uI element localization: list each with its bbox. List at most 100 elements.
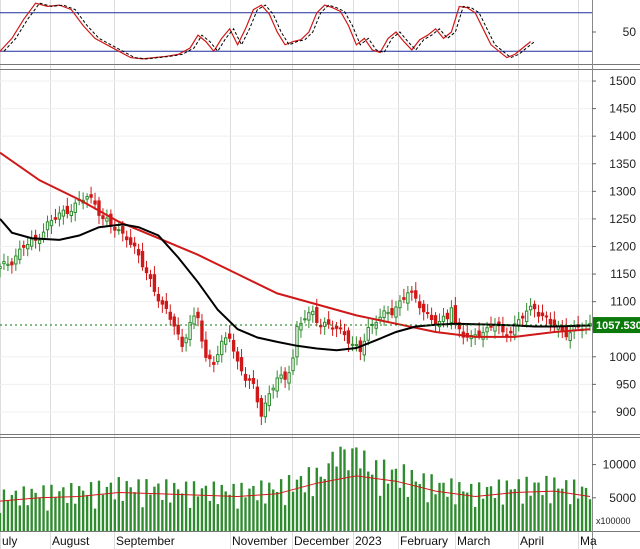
month-label: 2023 <box>355 534 382 548</box>
candle-body <box>398 300 402 309</box>
volume-bar <box>561 488 564 531</box>
candle-body <box>97 200 101 216</box>
volume-bar <box>588 499 592 531</box>
candle-body <box>6 263 10 266</box>
candle-body <box>485 327 489 333</box>
volume-bar <box>54 497 57 531</box>
volume-bar <box>541 495 544 531</box>
volume-bar <box>157 483 160 531</box>
candle-body <box>26 244 30 250</box>
volume-bar <box>244 497 247 531</box>
volume-bar <box>279 479 283 531</box>
volume-bar <box>58 491 61 531</box>
volume-bar <box>398 487 402 531</box>
volume-bar <box>66 502 69 531</box>
volume-bar <box>38 497 41 531</box>
candle-body <box>2 261 6 265</box>
candle-body <box>188 322 192 341</box>
price-tick-label: 1400 <box>609 129 636 143</box>
candle-body <box>449 307 454 324</box>
volume-bar <box>371 474 374 531</box>
candle-body <box>275 377 279 392</box>
volume-bar <box>85 495 89 531</box>
volume-bar <box>458 482 461 531</box>
volume-bar <box>299 476 303 531</box>
volume-bar <box>331 451 334 531</box>
volume-panel <box>0 446 592 531</box>
volume-bar <box>141 507 144 531</box>
price-tick-label: 1150 <box>610 267 636 281</box>
volume-bar <box>97 480 101 531</box>
volume-bar <box>42 485 45 531</box>
candle-body <box>259 398 264 417</box>
candle-body <box>235 351 240 362</box>
candle-body <box>536 311 541 317</box>
candle-body <box>227 333 232 339</box>
volume-bar <box>188 507 192 531</box>
volume-bar <box>113 499 117 531</box>
price-tick-label: 1300 <box>609 184 636 198</box>
volume-bar <box>339 446 342 531</box>
candle-body <box>524 310 529 323</box>
candle-body <box>342 331 347 336</box>
candle-body <box>326 319 331 325</box>
volume-bar <box>149 494 152 531</box>
candle-body <box>532 303 537 310</box>
volume-bar <box>89 482 93 531</box>
volume-ma-line <box>0 475 591 502</box>
candle-body <box>425 312 430 315</box>
candle-body <box>303 318 307 321</box>
candle-body <box>414 290 418 299</box>
candle-body <box>410 290 414 293</box>
volume-bar <box>248 488 251 531</box>
volume-bar <box>121 500 124 531</box>
volume-bar <box>422 473 425 531</box>
volume-bar <box>165 479 168 531</box>
candle-body <box>362 340 366 356</box>
volume-bar <box>477 482 481 531</box>
volume-bar <box>327 463 330 531</box>
volume-bar <box>525 476 528 531</box>
candle-body <box>505 334 509 337</box>
volume-bar <box>145 479 148 531</box>
volume-bar <box>74 503 77 531</box>
price-tick-label: 1100 <box>610 295 636 309</box>
volume-bar <box>169 502 172 531</box>
candle-body <box>196 311 200 319</box>
volume-bar <box>295 479 299 531</box>
volume-bar <box>109 482 113 531</box>
volume-bar <box>517 479 520 531</box>
volume-bar <box>196 496 200 531</box>
candle-body <box>128 237 133 245</box>
volume-bar <box>434 494 437 531</box>
volume-bar <box>264 503 267 531</box>
candle-body <box>481 331 485 340</box>
volume-bar <box>184 481 188 531</box>
price-tick-label: 1250 <box>609 212 636 226</box>
month-label: August <box>52 534 90 548</box>
candle-body <box>501 324 505 333</box>
candle-body <box>176 324 180 335</box>
volume-bar <box>283 505 287 531</box>
volume-bar <box>545 475 548 531</box>
candle-body <box>354 344 359 347</box>
volume-bar <box>78 486 81 531</box>
candle-body <box>192 315 196 325</box>
volume-bar <box>454 504 457 531</box>
volume-bar <box>125 481 128 531</box>
volume-bar <box>489 486 493 531</box>
volume-bar <box>513 489 516 531</box>
candle-body <box>172 316 176 327</box>
candle-body <box>540 312 545 317</box>
candle-body <box>136 249 141 256</box>
volume-bar <box>473 506 477 531</box>
volume-bar <box>81 490 85 531</box>
volume-bar <box>414 481 417 531</box>
osc-tick-label: 50 <box>623 25 637 39</box>
candle-body <box>14 255 18 265</box>
volume-bar <box>565 480 568 531</box>
price-panel <box>0 151 592 425</box>
volume-bar <box>351 448 354 531</box>
